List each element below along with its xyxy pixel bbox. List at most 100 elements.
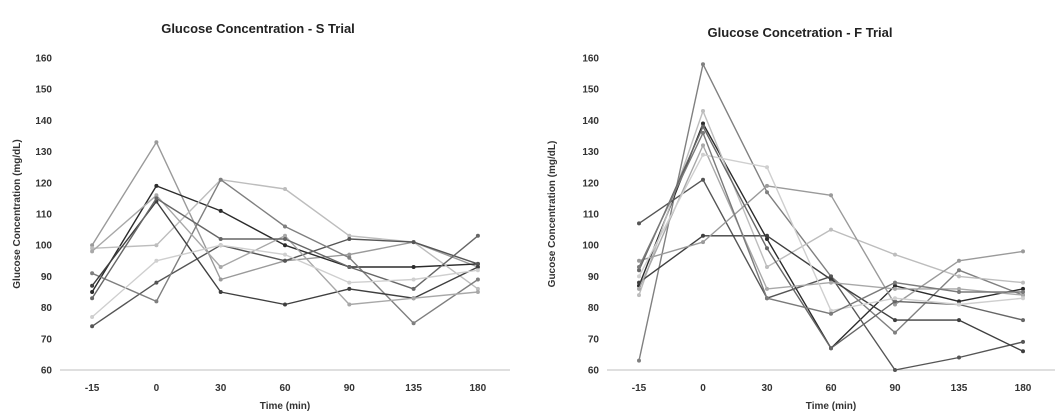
chart-0-series-6-point [283, 302, 287, 307]
chart-1-y-tick-label: 120 [582, 178, 599, 189]
chart-f-trial-svg: Glucose Concetration - F Trial 60 70 80 90 10… [547, 25, 1055, 412]
chart-1-series-5-point [1021, 349, 1025, 354]
chart-1-series-5-point [637, 280, 641, 285]
chart-1-series-10-point [829, 311, 833, 316]
chart-1-series-7-point [765, 246, 769, 251]
chart-0-series-3-point [347, 233, 352, 238]
chart-1-series-5-point [957, 318, 961, 323]
chart-0-series-3-point [283, 187, 287, 191]
chart-0-series-6-point [90, 283, 95, 288]
chart-1-series-9-point [829, 308, 833, 313]
chart-0-x-tick-label: 135 [405, 383, 422, 394]
chart-1-series-6-point [765, 183, 769, 188]
chart-1-series-6-point [893, 302, 897, 307]
chart-1-series-3-point [637, 293, 641, 298]
chart-1-series-2-point [1021, 286, 1025, 291]
chart-0-x-tick-label: 30 [215, 383, 227, 394]
chart-0-series-4-point [411, 240, 416, 245]
chart-1-series-8-point [1021, 293, 1025, 298]
chart-0-series-9-point [90, 315, 95, 319]
chart-0-series-5-point [154, 299, 159, 304]
chart-0-y-tick-label: 90 [41, 272, 53, 283]
chart-0-series-3-point [90, 246, 95, 251]
chart-0-series-9-point [283, 252, 287, 257]
chart-1-series-3-point [957, 274, 961, 279]
chart-1-x-tick-label: 60 [825, 383, 837, 394]
chart-0-series-4-point [347, 237, 352, 241]
chart-0-y-tick-label: 140 [35, 116, 52, 127]
chart-1-series-4-point [957, 355, 961, 360]
chart-1-x-axis-title: Time (min) [806, 401, 856, 412]
chart-1-series-3-point [893, 252, 897, 257]
chart-0-series-3-point [475, 286, 480, 291]
chart-1-series-8-point [701, 143, 705, 148]
chart-0-series-2-point [90, 290, 95, 294]
chart-1-series-6-point [957, 258, 961, 263]
chart-0-series-7-point [411, 296, 416, 301]
chart-0-series-6-point [347, 286, 352, 291]
chart-0-series-5-point [411, 321, 416, 326]
chart-0-series-7-point [90, 249, 95, 254]
chart-0-series-8-point [218, 237, 223, 241]
chart-0-series-9-point [347, 280, 352, 285]
chart-0-series-5-point [347, 255, 352, 260]
chart-1-series-4-point [637, 221, 641, 226]
chart-1-y-tick-label: 110 [583, 210, 600, 221]
chart-1-series-8-point [893, 286, 897, 291]
chart-1-y-tick-label: 100 [582, 241, 599, 252]
chart-0-x-tick-label: 0 [154, 383, 160, 394]
chart-1-series-5-point [701, 233, 705, 238]
chart-1-y-tick-label: 80 [588, 303, 600, 314]
chart-0-series-1-point [347, 252, 352, 257]
chart-0-series-7-point [154, 193, 159, 198]
chart-1-y-tick-label: 160 [582, 54, 599, 65]
chart-1-series-10-point [637, 265, 641, 269]
chart-0-series-5-point [475, 277, 480, 282]
chart-1-series-1-point [637, 358, 641, 363]
chart-0-series-5-point [218, 177, 223, 182]
chart-1-series-6-point [701, 240, 705, 245]
chart-0-series-6-point [218, 290, 223, 294]
chart-0-y-tick-label: 80 [41, 303, 53, 314]
chart-1-series-8-point [765, 286, 769, 291]
chart-1-series-10-point [701, 130, 705, 135]
chart-1-series-1-point [957, 268, 961, 273]
chart-1-series-7-point [701, 124, 705, 129]
chart-1-series-3-point [1021, 280, 1025, 285]
chart-1-series-9-line [638, 153, 1024, 312]
chart-f-trial: Glucose Concetration - F Trial 60 70 80 90 10… [530, 0, 1059, 417]
chart-1-series-2-point [957, 299, 961, 304]
chart-s-trial-svg: Glucose Concentration - S Trial 60 70 80 90 1… [12, 21, 510, 412]
chart-1-series-5-point [893, 318, 897, 323]
chart-1-x-tick-label: -15 [632, 383, 647, 394]
chart-1-series-6-point [829, 193, 833, 198]
chart-1-series-3-point [701, 109, 705, 113]
chart-1-series-2-point [765, 237, 769, 241]
chart-1-series-5-point [765, 233, 769, 238]
chart-1-series-7-point [829, 346, 833, 351]
chart-0-series-7-point [283, 233, 287, 238]
chart-0-series-1-point [90, 243, 95, 248]
chart-1-series-10-point [1021, 290, 1025, 294]
chart-1-y-tick-label: 140 [582, 116, 599, 127]
chart-1-series-10-point [765, 296, 769, 301]
chart-1-series-5-point [829, 277, 833, 282]
chart-1-series-8-point [957, 286, 961, 291]
chart-0-x-tick-label: 60 [279, 383, 291, 394]
chart-0-y-tick-label: 70 [41, 334, 53, 345]
chart-0-y-tick-label: 110 [36, 210, 53, 221]
chart-0-series-5-point [90, 271, 95, 276]
chart-1-series-10-point [957, 290, 961, 294]
chart-0-y-axis-title: Glucose Concentration (mg/dL) [12, 139, 23, 288]
chart-0-x-axis-title: Time (min) [260, 401, 310, 412]
chart-0-x-tick-label: 180 [470, 383, 487, 394]
chart-0-series-7-point [218, 265, 223, 269]
chart-0-y-tick-label: 100 [35, 241, 52, 252]
chart-0-series-2-point [154, 183, 159, 188]
chart-1-series-6-point [1021, 249, 1025, 254]
chart-0-series-8-point [154, 196, 159, 201]
chart-0-series-7-point [347, 302, 352, 307]
chart-0-series-1-point [154, 140, 159, 145]
chart-1-series-6-point [637, 258, 641, 263]
chart-1-x-tick-label: 90 [889, 383, 901, 394]
